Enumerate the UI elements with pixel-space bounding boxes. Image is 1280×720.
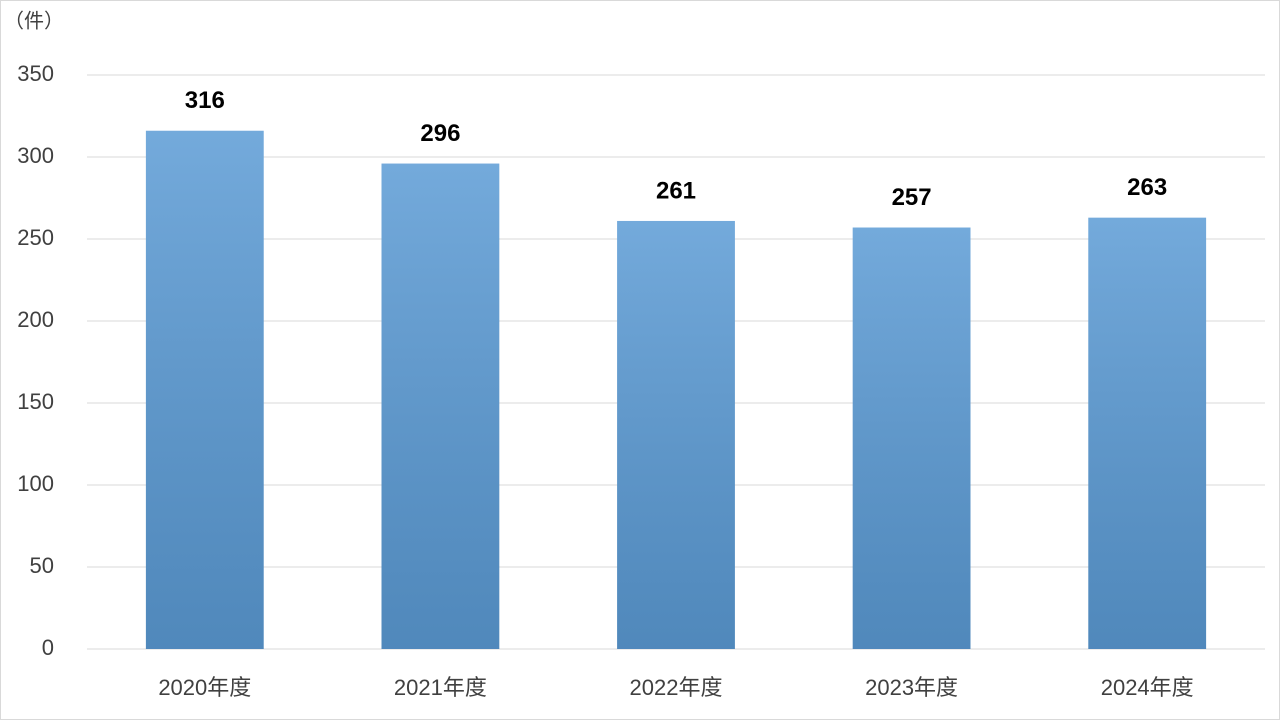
bar-shade xyxy=(617,220,735,649)
y-tick-label: 350 xyxy=(17,61,54,86)
x-tick-label: 2020年度 xyxy=(158,675,251,700)
data-label: 316 xyxy=(185,87,225,114)
y-tick-label: 200 xyxy=(17,307,54,332)
bar-shade xyxy=(381,163,500,649)
bar-shade xyxy=(145,130,264,649)
x-tick-label: 2021年度 xyxy=(394,675,487,700)
bar-shade xyxy=(852,227,971,649)
y-tick-label: 50 xyxy=(30,553,54,578)
x-tick-label: 2022年度 xyxy=(630,675,723,700)
y-tick-label: 100 xyxy=(17,471,54,496)
y-axis-label: （件） xyxy=(4,9,64,32)
data-label: 257 xyxy=(892,184,932,211)
y-tick-label: 300 xyxy=(17,143,54,168)
bar-shade xyxy=(1088,217,1207,649)
x-tick-label: 2023年度 xyxy=(865,675,958,700)
data-label: 261 xyxy=(656,177,696,204)
data-label: 296 xyxy=(420,120,460,147)
y-tick-label: 150 xyxy=(17,389,54,414)
x-tick-label: 2024年度 xyxy=(1101,675,1194,700)
data-label: 263 xyxy=(1127,174,1167,201)
y-tick-label: 250 xyxy=(17,225,54,250)
y-tick-label: 0 xyxy=(42,635,54,660)
